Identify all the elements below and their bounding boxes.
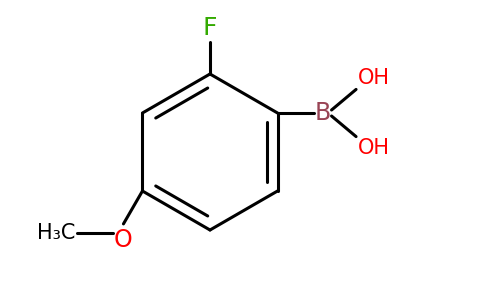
Text: F: F bbox=[203, 16, 217, 40]
Text: OH: OH bbox=[358, 68, 390, 88]
Text: OH: OH bbox=[358, 138, 390, 158]
Text: O: O bbox=[114, 228, 133, 252]
Text: B: B bbox=[315, 101, 331, 125]
Text: H₃C: H₃C bbox=[37, 223, 76, 243]
